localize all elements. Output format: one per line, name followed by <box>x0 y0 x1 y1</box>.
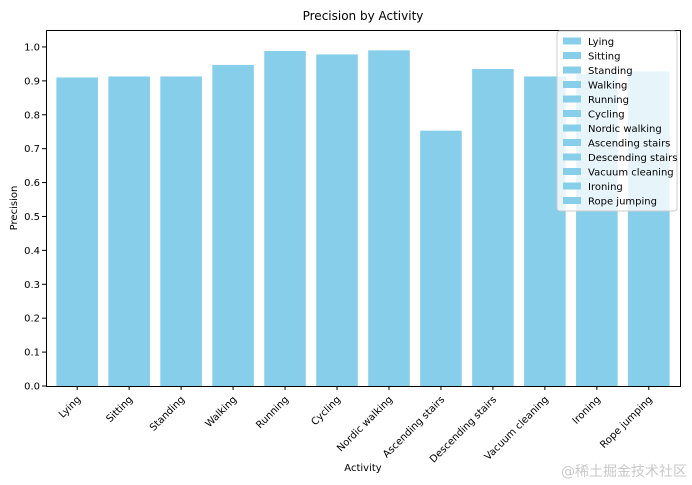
y-tick-label: 0.4 <box>24 246 40 257</box>
bar-ascending-stairs <box>420 130 462 386</box>
legend-label: Running <box>588 95 629 106</box>
x-tick-label: Sitting <box>105 394 136 425</box>
y-tick-label: 0.2 <box>24 314 40 325</box>
legend-label: Standing <box>588 66 633 77</box>
chart-title: Precision by Activity <box>303 9 424 23</box>
y-tick-label: 1.0 <box>24 42 40 53</box>
legend-label: Ascending stairs <box>588 139 670 150</box>
legend-label: Ironing <box>588 182 623 193</box>
legend-swatch <box>563 168 581 175</box>
legend-swatch <box>563 52 581 59</box>
x-tick-label: Running <box>254 394 291 431</box>
x-tick-label: Lying <box>57 394 83 420</box>
y-tick-label: 0.6 <box>24 178 40 189</box>
legend-box <box>556 30 678 212</box>
legend-swatch <box>563 66 581 74</box>
legend-swatch <box>563 153 581 161</box>
legend-label: Nordic walking <box>588 124 662 135</box>
bars-group <box>56 50 670 387</box>
legend-label: Descending stairs <box>588 153 677 164</box>
x-axis: Lying Sitting Standing Walking Running Cyclin… <box>57 386 655 465</box>
x-tick-label: Walking <box>204 394 240 430</box>
legend-label: Cycling <box>588 110 625 121</box>
bar-running <box>264 51 306 387</box>
bar-sitting <box>108 76 150 386</box>
legend-swatch <box>563 139 581 146</box>
legend-swatch <box>563 95 581 103</box>
watermark: @稀土掘金技术社区 <box>561 464 687 480</box>
legend-swatch <box>563 37 581 45</box>
bar-nordic-walking <box>368 50 410 387</box>
bar-lying <box>56 77 98 386</box>
bar-walking <box>212 64 254 387</box>
y-tick-label: 0.3 <box>24 280 40 291</box>
x-axis-title: Activity <box>344 463 381 474</box>
legend-swatch <box>563 110 581 117</box>
legend-label: Walking <box>588 81 627 92</box>
y-tick-label: 0.1 <box>24 348 40 359</box>
y-axis: 0.0 0.1 0.2 0.3 0.4 0.5 0.6 0.7 0.8 0.9 1.0 <box>24 42 46 393</box>
y-tick-label: 0.8 <box>24 110 40 121</box>
y-tick-label: 0.5 <box>24 212 40 223</box>
legend-swatch <box>563 81 581 88</box>
y-tick-label: 0.7 <box>24 144 40 155</box>
plot-frame <box>46 30 681 387</box>
y-tick-label: 0.9 <box>24 76 40 87</box>
x-tick-label: Nordic walking <box>335 394 395 454</box>
legend-label: Lying <box>588 37 614 48</box>
x-tick-label: Standing <box>148 394 187 433</box>
y-axis-title: Precision <box>9 186 20 231</box>
bar-descending-stairs <box>472 68 514 387</box>
legend-label: Vacuum cleaning <box>588 168 674 179</box>
legend-label: Rope jumping <box>588 197 657 208</box>
legend-swatch <box>563 197 581 204</box>
legend-label: Sitting <box>588 52 620 63</box>
x-tick-label: Ironing <box>571 394 603 426</box>
y-tick-label: 0.0 <box>24 382 40 393</box>
x-tick-label: Rope jumping <box>598 394 655 451</box>
legend-swatch <box>563 182 581 190</box>
x-tick-label: Cycling <box>309 394 343 428</box>
legend-swatch <box>563 124 581 132</box>
bar-cycling <box>316 54 358 386</box>
legend: Lying Sitting Standing Walking Running Cyclin… <box>556 30 678 212</box>
bar-standing <box>160 76 202 386</box>
